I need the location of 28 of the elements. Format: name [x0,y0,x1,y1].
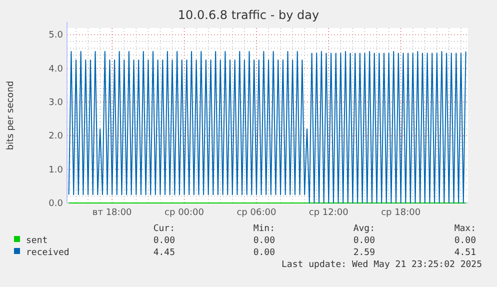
text: 0.00 [253,248,275,258]
y-tick-label: 5.0 [48,30,64,41]
x-tick-label: ср 06:00 [236,208,276,218]
text: 0.00 [253,236,275,246]
legend-label: sent [26,236,48,246]
y-axis-title: bits per second [6,80,16,150]
x-tick-label: вт 18:00 [92,208,132,218]
text: 2.59 [353,248,375,258]
text: Avg: [353,224,375,234]
x-tick-label: ср 00:00 [164,208,204,218]
text: Max: [454,224,476,234]
text: Cur: [153,224,175,234]
text: Last update: Wed May 21 23:25:02 2025 [282,260,482,270]
text: 0.00 [454,236,476,246]
x-tick-label: ср 12:00 [308,208,349,218]
text: 4.51 [454,248,476,258]
y-tick-label: 0.0 [48,199,64,209]
text: 0.00 [353,236,375,246]
text: 0.00 [153,236,175,246]
legend-label: received [26,248,70,258]
chart-title: 10.0.6.8 traffic - by day [178,8,320,22]
y-tick-label: 3.0 [48,98,64,108]
y-tick-label: 1.0 [48,165,64,176]
y-tick-label: 4.0 [48,64,64,74]
x-tick-label: ср 18:00 [381,208,421,218]
y-tick-label: 2.0 [48,132,64,142]
text: Min: [253,224,275,234]
text: 4.45 [153,248,175,258]
